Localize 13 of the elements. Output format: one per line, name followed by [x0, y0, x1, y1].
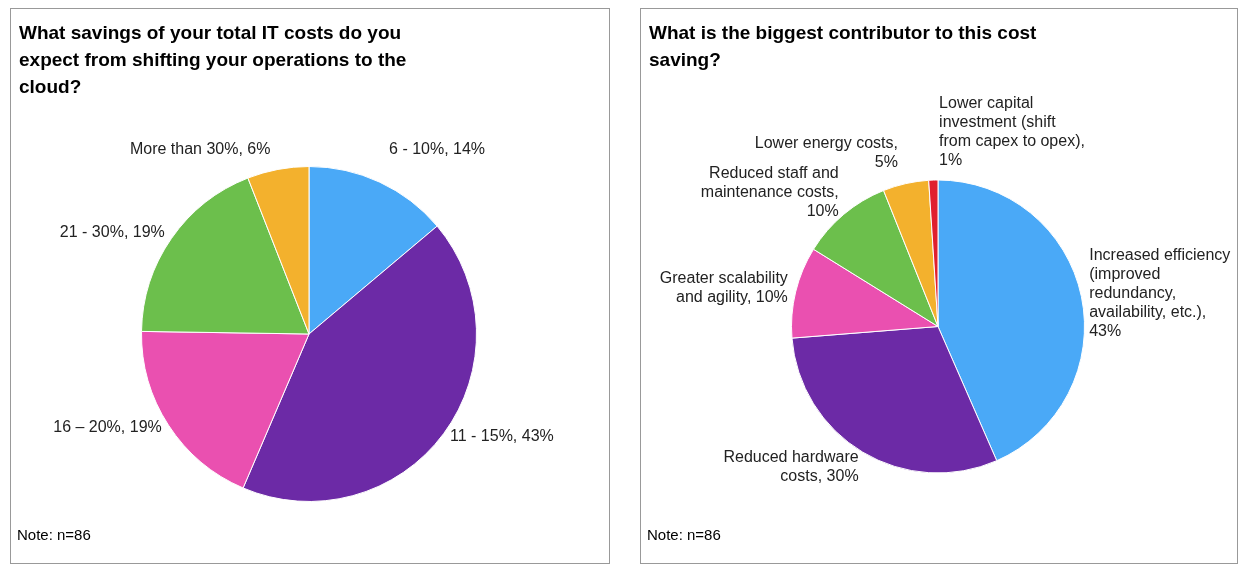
- slice-label: Lower capital investment (shift from capex to opex), 1%: [939, 94, 1085, 169]
- chart-title: What is the biggest contributor to this cost saving?: [649, 21, 1038, 72]
- text: Note: n=86: [647, 526, 721, 543]
- chart-title: What savings of your total IT costs do you expect from shifting your operations to the cloud?: [19, 21, 408, 99]
- slice-label: 21 - 30%, 19%: [59, 222, 165, 240]
- slice-label: More than 30%, 6%: [129, 139, 271, 157]
- slice-label: 16 – 20%, 19%: [53, 418, 162, 436]
- text: Note: n=86: [17, 526, 91, 543]
- slice-label: Increased efficiency (improved redundancy, availability, etc.), 43%: [1089, 245, 1231, 339]
- slice-label: Reduced hardware costs, 30%: [723, 447, 859, 484]
- slice-label: Greater scalability and agility, 10%: [659, 269, 788, 306]
- slice-label: 11 - 15%, 43%: [450, 427, 554, 445]
- slice-label: 6 - 10%, 14%: [389, 139, 486, 157]
